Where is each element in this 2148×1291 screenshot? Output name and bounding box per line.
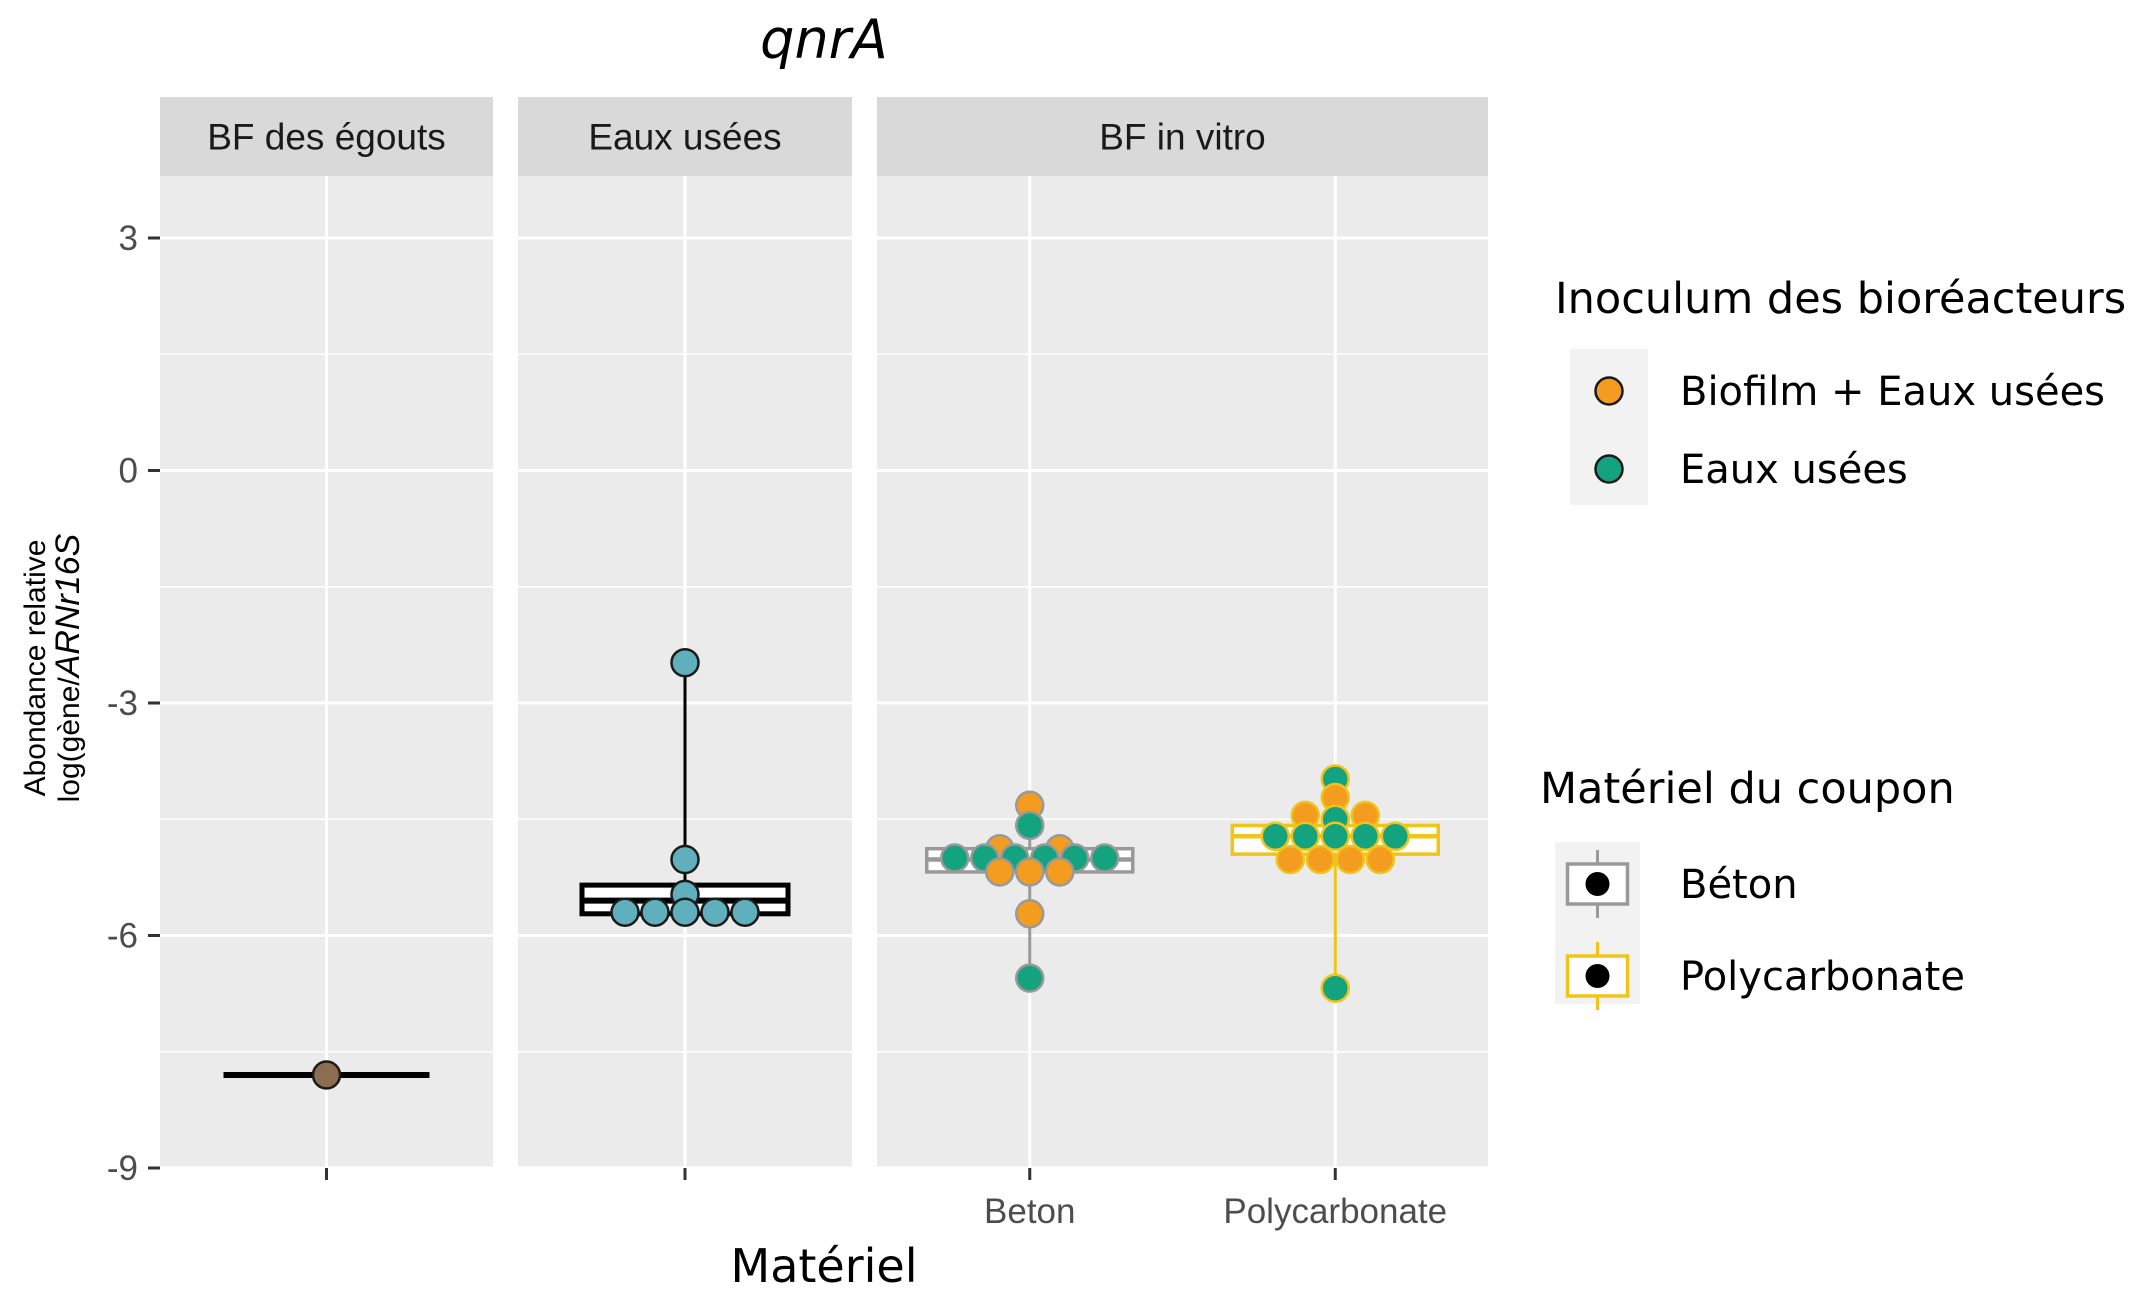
legend-box-point [1585, 964, 1610, 988]
facet-strip [877, 97, 1488, 176]
legend-label: Biofilm + Eaux usées [1680, 369, 2105, 415]
legend-title: Inoculum des bioréacteurs [1555, 274, 2126, 324]
data-point [1335, 844, 1365, 875]
data-point [1045, 857, 1075, 887]
data-point [1275, 844, 1305, 875]
y-axis: 3 0 -3 -6 -9 [107, 219, 160, 1188]
y-tick-label: 3 [119, 219, 138, 258]
y-axis-title-line1: Abondance relative [19, 540, 52, 797]
legend-2: Matériel du coupon Béton Polycarbonate [1540, 764, 1965, 1010]
facet-strip [518, 97, 852, 176]
y-tick-label: -6 [107, 917, 138, 956]
data-point [670, 647, 700, 678]
data-point [1015, 899, 1045, 929]
panel-1: BF des égouts [160, 97, 493, 1180]
legend-title: Matériel du coupon [1540, 764, 1955, 814]
legend-label: Polycarbonate [1680, 954, 1965, 1000]
panel-2: Eaux usées [518, 97, 852, 1180]
y-tick-label: 0 [119, 452, 138, 491]
legend-label: Béton [1680, 862, 1798, 908]
data-point [1015, 963, 1045, 993]
y-axis-title: Abondance relative log(gène/ARNr16S [19, 533, 87, 802]
facet-label: Eaux usées [588, 117, 781, 158]
legend-1: Inoculum des bioréacteurs Biofilm + Eaux … [1555, 274, 2126, 505]
data-point [1350, 821, 1380, 852]
x-axis-title: Matériel [731, 1239, 918, 1291]
y-axis-title-line2: log(gène/ARNr16S [49, 533, 87, 802]
data-point [1260, 821, 1290, 852]
data-point [1015, 857, 1045, 887]
panels-layer: BF des égouts Eaux usées Beton Polycarbonat… [160, 97, 1488, 1231]
x-tick-label: Polycarbonate [1223, 1192, 1447, 1231]
facet-strip [160, 97, 493, 176]
data-point [730, 897, 760, 927]
facet-label: BF in vitro [1099, 117, 1266, 158]
data-point [1090, 843, 1120, 873]
data-point [610, 897, 640, 927]
y-tick-label: -3 [107, 684, 138, 723]
panel-background [877, 176, 1488, 1168]
data-point [1320, 821, 1350, 852]
x-tick-label: Beton [984, 1192, 1075, 1231]
y-tick-label: -9 [107, 1149, 138, 1188]
data-point [1320, 973, 1350, 1003]
data-point [1305, 844, 1335, 875]
facet-label: BF des égouts [207, 117, 446, 158]
data-point [670, 844, 700, 875]
panel-3: Beton Polycarbonate BF in vitro [877, 97, 1488, 1231]
legend-box-key [1565, 850, 1630, 918]
data-point [700, 897, 730, 927]
data-point [1015, 810, 1045, 841]
data-point [1290, 821, 1320, 852]
data-point [640, 897, 670, 927]
data-point [985, 857, 1015, 887]
legend-point-key [1594, 376, 1624, 406]
data-point [1365, 844, 1395, 875]
legend-point-key [1594, 454, 1624, 484]
y-axis-title-gene: ARNr16S [49, 533, 87, 679]
data-point [311, 1060, 342, 1090]
data-point [940, 843, 970, 873]
legend-box-point [1585, 872, 1610, 896]
legend-layer: Inoculum des bioréacteurs Biofilm + Eaux … [1540, 274, 2126, 1010]
legend-box-key [1565, 942, 1630, 1010]
legend-label: Eaux usées [1680, 447, 1908, 493]
data-point [1380, 821, 1410, 852]
data-point [670, 897, 700, 927]
y-axis-title-prefix: log(gène/ [53, 677, 86, 803]
chart-title: qnrA [760, 8, 888, 71]
